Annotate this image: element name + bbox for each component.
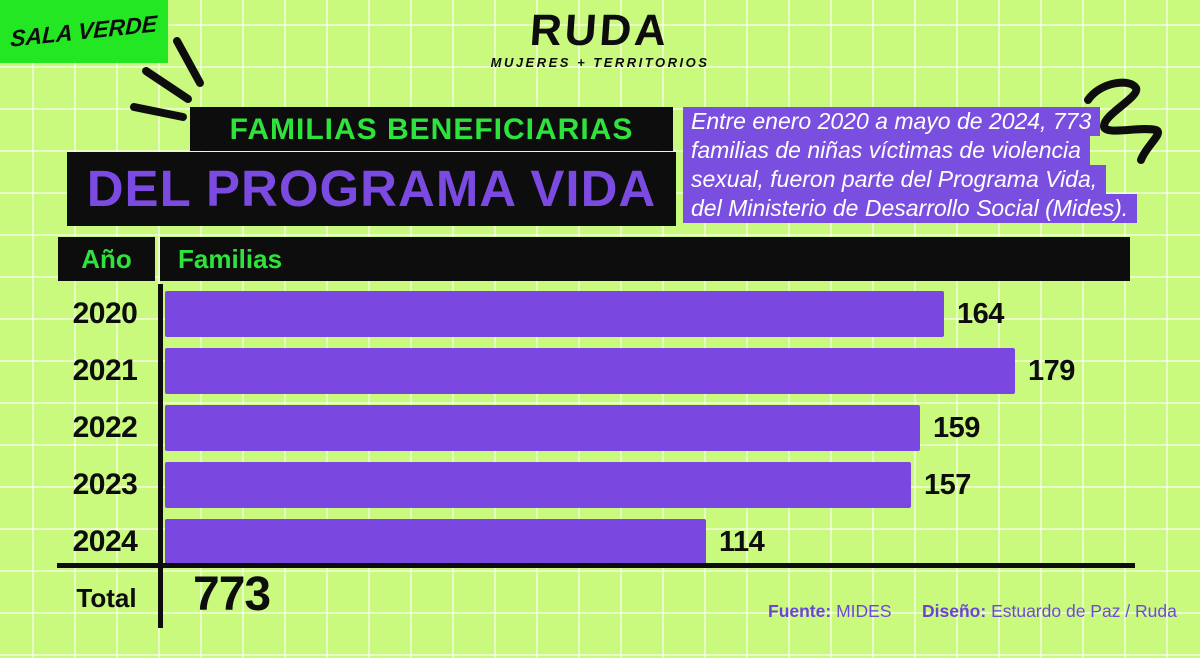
design-value: Estuardo de Paz / Ruda xyxy=(991,601,1177,621)
chart-row: 2023 157 xyxy=(0,462,1200,508)
year-label: 2020 xyxy=(72,297,138,330)
intro-line: Entre enero 2020 a mayo de 2024, 773 xyxy=(683,107,1101,136)
emphasis-lines-icon xyxy=(130,37,204,121)
sala-verde-logo: SALA VERDE xyxy=(0,0,168,63)
ruda-logo-text: RUDA xyxy=(528,6,672,55)
chart-row: 2021 179 xyxy=(0,348,1200,394)
year-label: 2022 xyxy=(72,411,138,444)
title-line-1: FAMILIAS BENEFICIARIAS xyxy=(190,107,673,151)
source-value: MIDES xyxy=(836,601,892,621)
intro-line: del Ministerio de Desarrollo Social (Mid… xyxy=(683,194,1138,223)
squiggle-icon xyxy=(1084,78,1162,164)
value-label: 179 xyxy=(1028,355,1075,387)
design-label: Diseño: xyxy=(922,601,987,621)
bar-2022 xyxy=(165,405,920,451)
source-label: Fuente: xyxy=(768,601,832,621)
vertical-axis-line xyxy=(158,284,163,628)
chart-row: 2020 164 xyxy=(0,291,1200,337)
year-label: 2021 xyxy=(72,354,138,387)
chart-row: 2024 114 xyxy=(0,519,1200,565)
baseline-axis-line xyxy=(57,563,1135,568)
total-label: Total xyxy=(76,583,137,613)
intro-line: sexual, fueron parte del Programa Vida, xyxy=(683,165,1107,194)
ruda-tagline: MUJERES + TERRITORIOS xyxy=(490,55,710,70)
value-label: 159 xyxy=(933,412,980,444)
column-header-year: Año xyxy=(58,237,155,281)
intro-paragraph: Entre enero 2020 a mayo de 2024, 773 fam… xyxy=(683,107,1138,223)
bar-2023 xyxy=(165,462,911,508)
value-label: 164 xyxy=(957,298,1004,330)
year-label: 2024 xyxy=(72,525,138,558)
chart-row: 2022 159 xyxy=(0,405,1200,451)
value-label: 114 xyxy=(719,526,765,558)
column-header-familias: Familias xyxy=(160,237,1130,281)
total-value: 773 xyxy=(193,568,271,621)
year-label: 2023 xyxy=(72,468,138,501)
intro-line: familias de niñas víctimas de violencia xyxy=(683,136,1090,165)
bar-2021 xyxy=(165,348,1015,394)
design-credit: Diseño: Estuardo de Paz / Ruda xyxy=(922,601,1177,622)
bar-2020 xyxy=(165,291,944,337)
title-line-2: DEL PROGRAMA VIDA xyxy=(67,152,676,226)
bar-2024 xyxy=(165,519,706,565)
source-credit: Fuente: MIDES xyxy=(768,601,892,622)
value-label: 157 xyxy=(924,469,971,501)
ruda-logo: RUDA MUJERES + TERRITORIOS xyxy=(0,6,1200,70)
